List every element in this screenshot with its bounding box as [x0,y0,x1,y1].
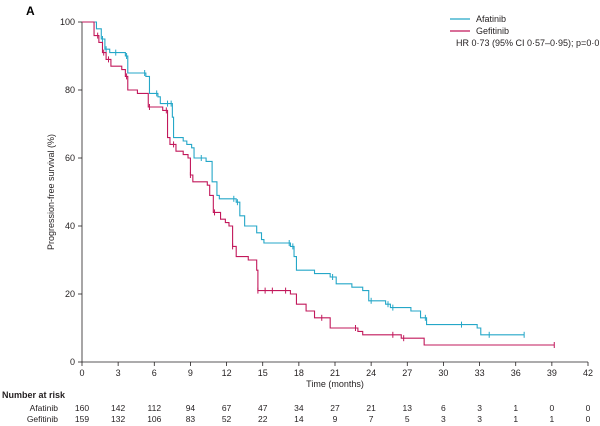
risk-value-gefitinib: 14 [294,414,304,424]
risk-value-afatinib: 21 [366,403,376,413]
hazard-ratio-annotation: HR 0·73 (95% CI 0·57–0·95); p=0·017 [456,38,600,48]
x-tick-label: 27 [402,368,412,378]
risk-value-gefitinib: 159 [75,414,89,424]
x-tick-label: 18 [294,368,304,378]
curve-gefitinib [82,21,555,346]
risk-value-afatinib: 0 [549,403,554,413]
x-tick-label: 0 [79,368,84,378]
x-axis-title: Time (months) [306,379,364,389]
x-tick-label: 3 [116,368,121,378]
risk-value-gefitinib: 1 [513,414,518,424]
risk-value-gefitinib: 52 [222,414,232,424]
risk-value-afatinib: 67 [222,403,232,413]
x-tick-label: 21 [330,368,340,378]
y-tick-label: 100 [60,17,75,27]
y-tick-label: 20 [65,289,75,299]
x-tick-label: 12 [222,368,232,378]
risk-value-gefitinib: 132 [111,414,125,424]
y-axis-title: Progression-free survival (%) [46,134,56,250]
risk-value-gefitinib: 7 [369,414,374,424]
risk-value-afatinib: 112 [148,403,162,413]
risk-value-gefitinib: 106 [147,414,161,424]
legend: Afatinib Gefitinib HR 0·73 (95% CI 0·57–… [450,14,600,48]
risk-value-gefitinib: 9 [333,414,338,424]
axes [81,22,588,363]
risk-value-gefitinib: 1 [549,414,554,424]
risk-value-afatinib: 13 [403,403,413,413]
x-tick-label: 33 [475,368,485,378]
x-tick-label: 24 [366,368,376,378]
y-tick-label: 40 [65,221,75,231]
x-tick-label: 15 [258,368,268,378]
risk-row-label-gefitinib: Gefitinib [27,414,58,424]
risk-value-afatinib: 6 [441,403,446,413]
x-tick-label: 9 [188,368,193,378]
y-tick-label: 0 [70,357,75,367]
x-tick-label: 39 [547,368,557,378]
risk-value-gefitinib: 3 [477,414,482,424]
risk-row-label-afatinib: Afatinib [30,403,59,413]
risk-value-afatinib: 47 [258,403,268,413]
risk-value-afatinib: 0 [586,403,591,413]
curve-afatinib [82,21,525,336]
risk-value-afatinib: 142 [111,403,125,413]
risk-value-afatinib: 34 [294,403,304,413]
x-ticks: 0 3 6 9 12 15 18 21 24 27 30 33 36 39 42 [79,362,593,378]
x-tick-label: 42 [583,368,593,378]
panel-label: A [26,4,35,18]
risk-value-afatinib: 27 [330,403,340,413]
x-tick-label: 36 [511,368,521,378]
risk-value-afatinib: 3 [477,403,482,413]
risk-value-gefitinib: 5 [405,414,410,424]
risk-value-gefitinib: 0 [586,414,591,424]
risk-value-gefitinib: 3 [441,414,446,424]
y-tick-label: 80 [65,85,75,95]
risk-value-gefitinib: 83 [186,414,196,424]
x-tick-label: 30 [438,368,448,378]
risk-value-afatinib: 160 [75,403,89,413]
x-tick-label: 6 [152,368,157,378]
legend-label-gefitinib: Gefitinib [476,26,509,36]
number-at-risk-title: Number at risk [2,390,66,400]
risk-value-afatinib: 94 [186,403,196,413]
survival-curves [82,21,555,348]
y-tick-label: 60 [65,153,75,163]
risk-value-afatinib: 1 [513,403,518,413]
legend-label-afatinib: Afatinib [476,14,506,24]
y-ticks: 0 20 40 60 80 100 [60,17,82,367]
risk-value-gefitinib: 22 [258,414,268,424]
